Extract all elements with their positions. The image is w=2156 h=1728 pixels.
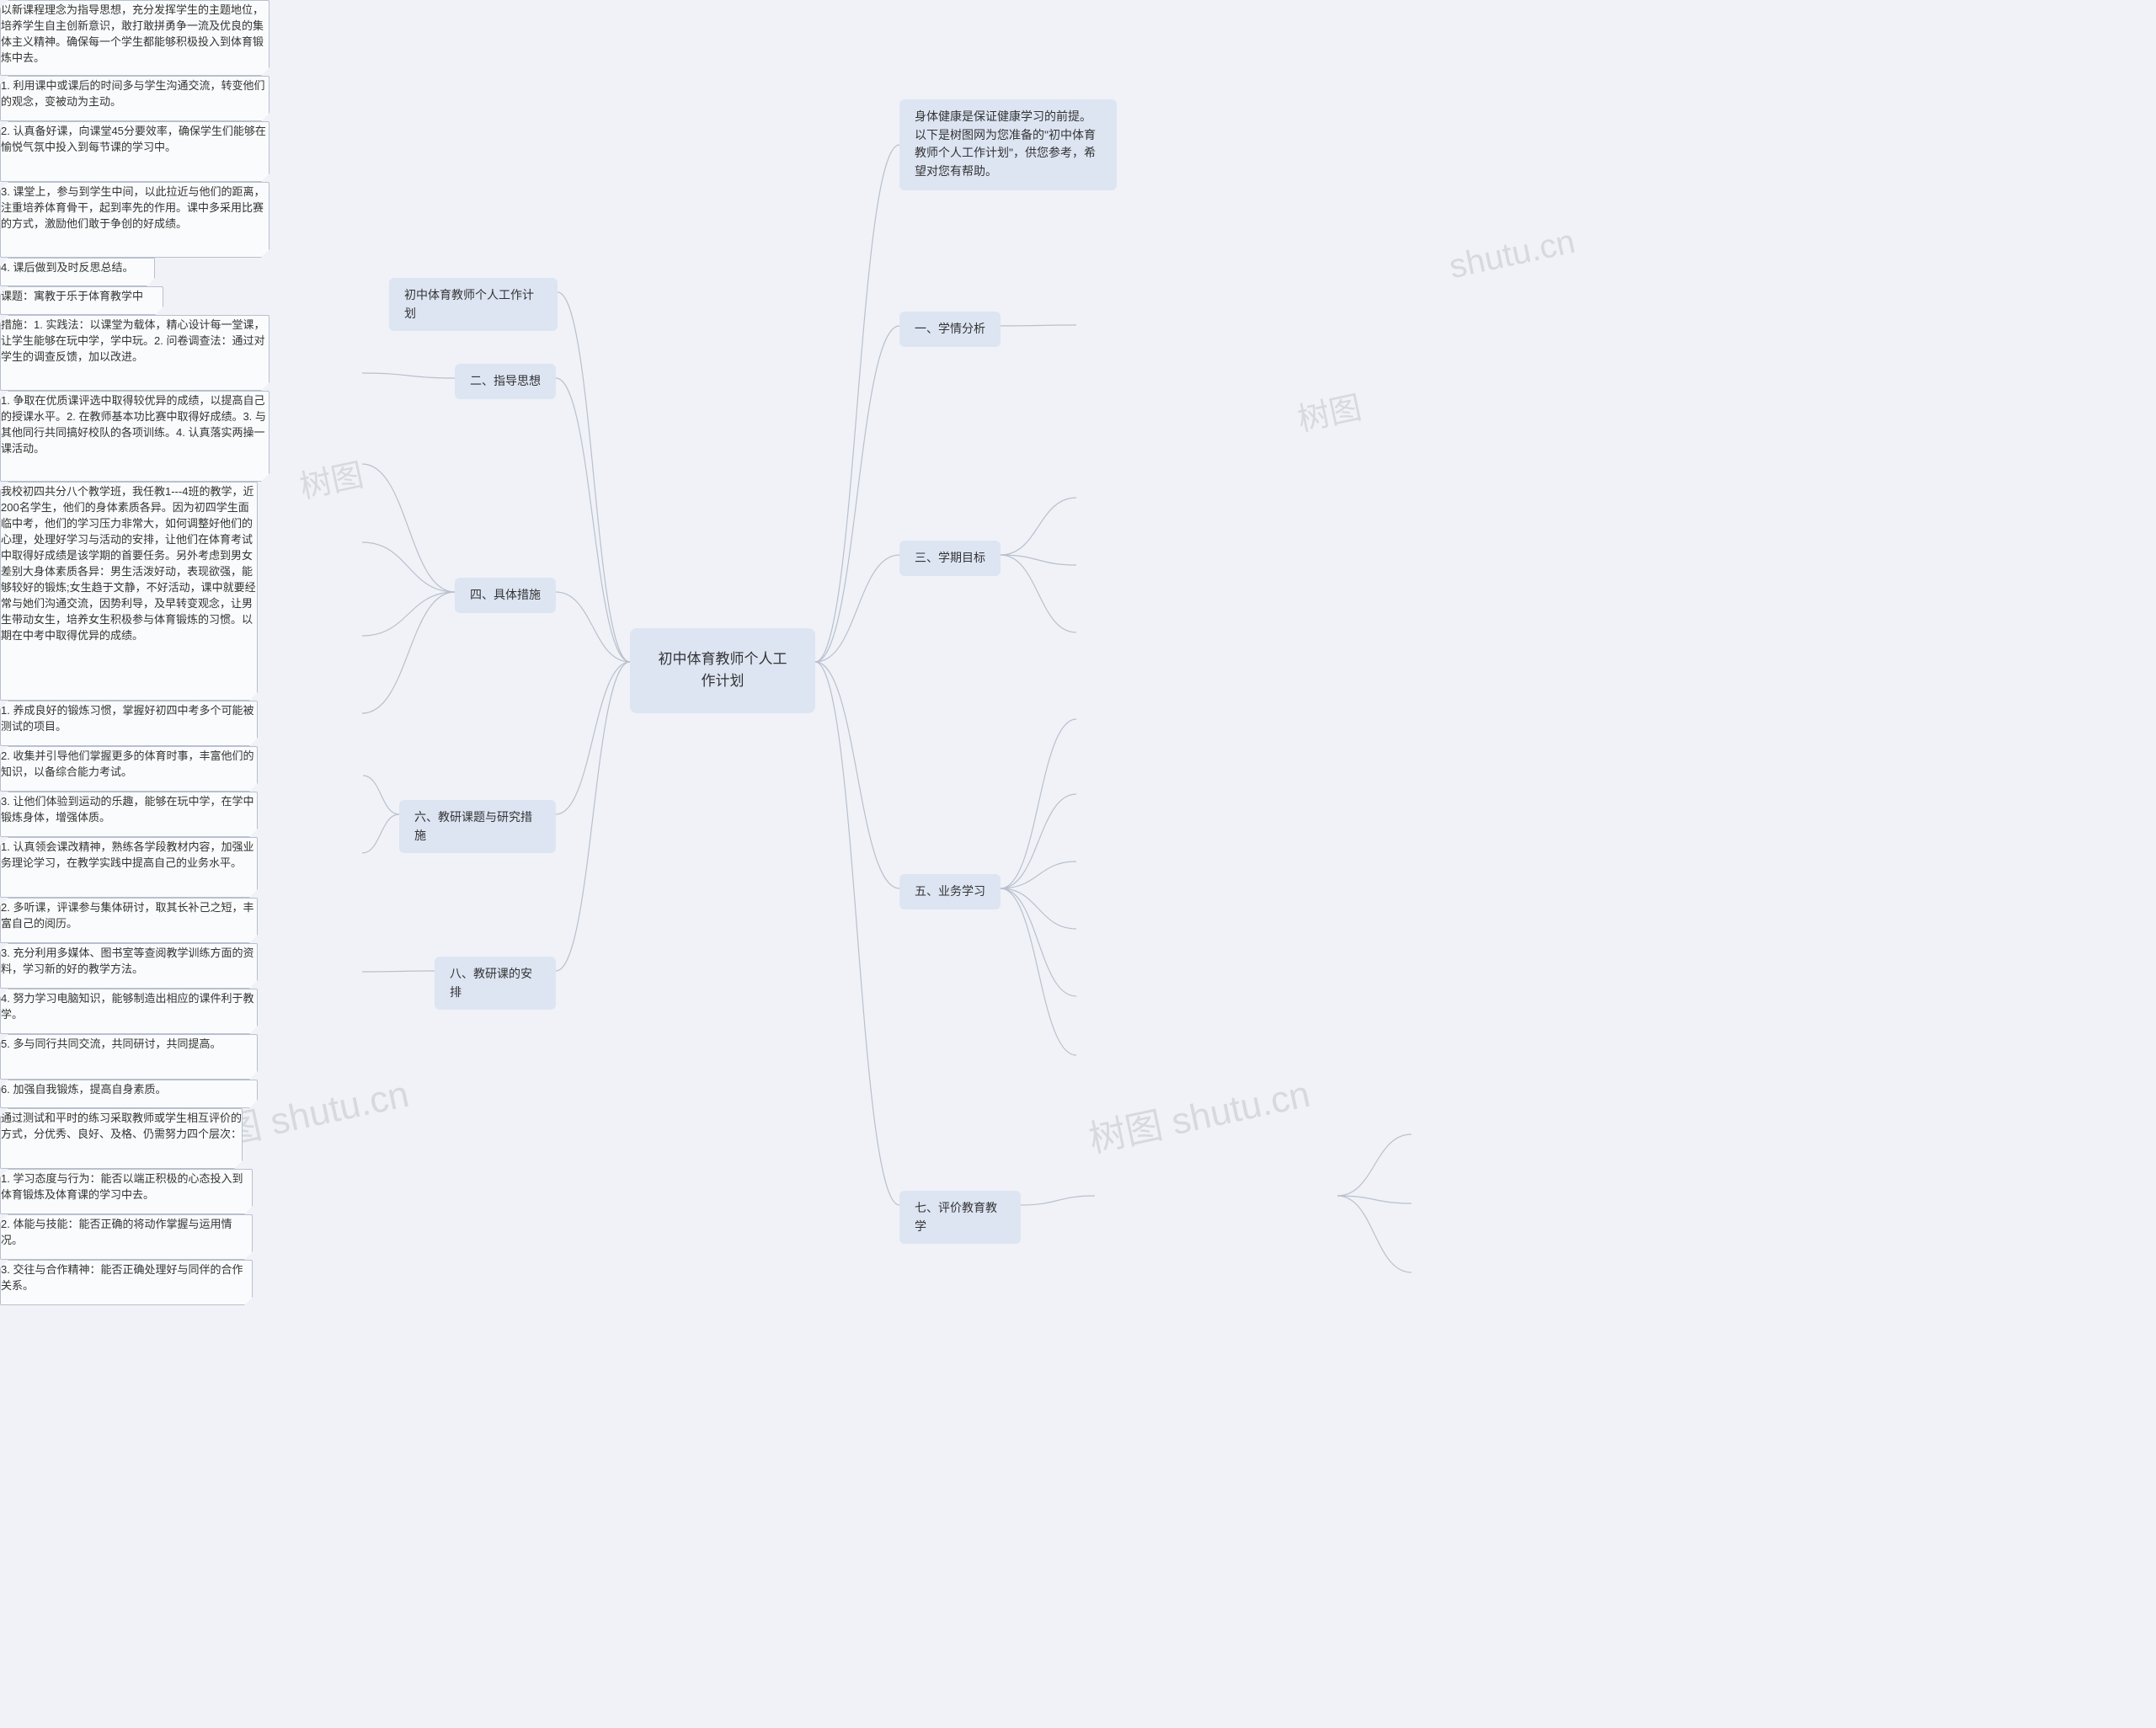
leaf-node: 1. 利用课中或课后的时间多与学生沟通交流，转变他们的观念，变被动为主动。 xyxy=(0,76,270,121)
root-node: 初中体育教师个人工作计划 xyxy=(630,628,815,713)
leaf-node: 措施：1. 实践法：以课堂为载体，精心设计每一堂课，让学生能够在玩中学，学中玩。… xyxy=(0,315,270,391)
section-s2: 二、指导思想 xyxy=(455,364,556,399)
watermark: 树图 xyxy=(295,449,367,508)
leaf-node: 3. 让他们体验到运动的乐趣，能够在玩中学，在学中锻炼身体，增强体质。 xyxy=(0,792,258,837)
section-s_title: 初中体育教师个人工作计划 xyxy=(389,278,558,331)
leaf-node: 我校初四共分八个教学班，我任教1---4班的教学，近200名学生，他们的身体素质… xyxy=(0,482,258,701)
section-s6: 六、教研课题与研究措施 xyxy=(399,800,556,853)
mindmap-canvas: shutu.cn树图树图 shutu.cnshutu.cn树图树图 shutu.… xyxy=(0,0,2156,1728)
watermark: 树图 xyxy=(1293,381,1365,440)
leaf-node: 4. 努力学习电脑知识，能够制造出相应的课件利于教学。 xyxy=(0,989,258,1034)
leaf-node: 1. 养成良好的锻炼习惯，掌握好初四中考多个可能被测试的项目。 xyxy=(0,701,258,746)
leaf-node: 3. 交往与合作精神：能否正确处理好与同伴的合作关系。 xyxy=(0,1260,253,1305)
section-s3: 三、学期目标 xyxy=(899,541,1001,576)
section-s7: 七、评价教育教学 xyxy=(899,1191,1021,1244)
section-s1: 一、学情分析 xyxy=(899,312,1001,347)
leaf-node: 1. 学习态度与行为：能否以端正积极的心态投入到体育锻炼及体育课的学习中去。 xyxy=(0,1169,253,1214)
watermark: shutu.cn xyxy=(1446,223,1578,286)
leaf-node: 2. 收集并引导他们掌握更多的体育时事，丰富他们的知识，以备综合能力考试。 xyxy=(0,746,258,792)
section-s4: 四、具体措施 xyxy=(455,578,556,613)
section-s8: 八、教研课的安排 xyxy=(435,957,556,1010)
intro-node: 身体健康是保证健康学习的前提。以下是树图网为您准备的"初中体育教师个人工作计划"… xyxy=(899,99,1117,190)
leaf-node: 6. 加强自我锻炼，提高自身素质。 xyxy=(0,1080,258,1108)
leaf-node: 4. 课后做到及时反思总结。 xyxy=(0,258,155,286)
leaf-node: 3. 充分利用多媒体、图书室等查阅教学训练方面的资料，学习新的好的教学方法。 xyxy=(0,943,258,989)
leaf-node: 以新课程理念为指导思想，充分发挥学生的主题地位，培养学生自主创新意识，敢打敢拼勇… xyxy=(0,0,270,76)
leaf-node: 1. 认真领会课改精神，熟练各学段教材内容，加强业务理论学习，在教学实践中提高自… xyxy=(0,837,258,898)
leaf-node: 1. 争取在优质课评选中取得较优异的成绩，以提高自己的授课水平。2. 在教师基本… xyxy=(0,391,270,482)
section-s5: 五、业务学习 xyxy=(899,874,1001,909)
connector-layer xyxy=(0,0,2156,1728)
leaf-node: 2. 体能与技能：能否正确的将动作掌握与运用情况。 xyxy=(0,1214,253,1260)
leaf-node: 课题：寓教于乐于体育教学中 xyxy=(0,286,163,315)
leaf-node: 3. 课堂上，参与到学生中间，以此拉近与他们的距离，注重培养体育骨干，起到率先的… xyxy=(0,182,270,258)
leaf-node: 通过测试和平时的练习采取教师或学生相互评价的方式，分优秀、良好、及格、仍需努力四… xyxy=(0,1108,243,1169)
watermark: 树图 shutu.cn xyxy=(1083,1064,1314,1163)
leaf-node: 2. 认真备好课，向课堂45分要效率，确保学生们能够在愉悦气氛中投入到每节课的学… xyxy=(0,121,270,182)
leaf-node: 2. 多听课，评课参与集体研讨，取其长补己之短，丰富自己的阅历。 xyxy=(0,898,258,943)
leaf-node: 5. 多与同行共同交流，共同研讨，共同提高。 xyxy=(0,1034,258,1080)
